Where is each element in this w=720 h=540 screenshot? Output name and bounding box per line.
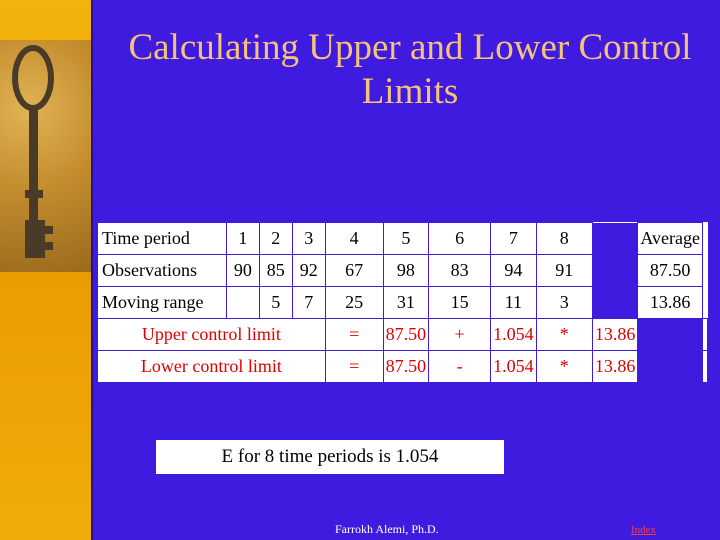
table-cell: 90 <box>225 254 260 287</box>
average-header: Average <box>637 222 703 255</box>
index-link[interactable]: Index <box>631 524 657 536</box>
control-limits-table: Time period 1 2 3 4 5 6 7 8 Average Obse… <box>97 222 708 383</box>
footer-author: Farrokh Alemi, Ph.D. <box>335 522 439 536</box>
table-cell <box>702 350 708 383</box>
table-cell: 13.86 <box>591 350 639 383</box>
table-cell: 1.054 <box>490 350 537 383</box>
row-label: Moving range <box>97 286 227 319</box>
table-cell: 11 <box>490 286 537 319</box>
table-cell: 85 <box>258 254 293 287</box>
table-cell: 92 <box>291 254 326 287</box>
table-row-lower-control-limit: Lower control limit = 87.50 - 1.054 * 13… <box>97 350 708 383</box>
column-gap <box>592 286 638 319</box>
table-cell <box>225 286 260 319</box>
table-cell: 87.50 <box>382 350 430 383</box>
table-cell: 1.054 <box>490 318 537 351</box>
upper-control-limit-label: Upper control limit <box>97 318 326 351</box>
table-cell: 5 <box>258 286 293 319</box>
table-cell: 4 <box>324 222 384 255</box>
lower-control-limit-label: Lower control limit <box>97 350 326 383</box>
e-value-note: E for 8 time periods is 1.054 <box>156 440 504 474</box>
table-cell: 94 <box>490 254 537 287</box>
table-cell: 7 <box>490 222 537 255</box>
column-gap <box>637 350 703 383</box>
table-cell: 1 <box>225 222 260 255</box>
table-cell: 2 <box>258 222 293 255</box>
table-cell: 6 <box>428 222 492 255</box>
table-row-time-period: Time period 1 2 3 4 5 6 7 8 Average <box>97 222 708 255</box>
table-cell: 98 <box>382 254 430 287</box>
left-divider <box>91 0 93 540</box>
slide-title: Calculating Upper and Lower Control Limi… <box>128 27 692 112</box>
antique-key-icon <box>0 40 91 272</box>
column-gap <box>637 318 703 351</box>
table-cell: = <box>324 318 384 351</box>
average-cell: 13.86 <box>637 286 703 319</box>
table-cell <box>702 318 708 351</box>
table-cell: 25 <box>324 286 384 319</box>
table-cell: * <box>535 350 593 383</box>
table-cell: - <box>428 350 492 383</box>
table-cell: 3 <box>535 286 593 319</box>
table-cell: + <box>428 318 492 351</box>
table-cell: 15 <box>428 286 492 319</box>
table-cell: 3 <box>291 222 326 255</box>
table-cell: * <box>535 318 593 351</box>
table-cell: 8 <box>535 222 593 255</box>
row-label: Time period <box>97 222 227 255</box>
table-cell: 13.86 <box>591 318 639 351</box>
table-cell: 87.50 <box>382 318 430 351</box>
table-row-moving-range: Moving range 5 7 25 31 15 11 3 13.86 <box>97 286 708 319</box>
table-cell: 5 <box>382 222 430 255</box>
table-row-observations: Observations 90 85 92 67 98 83 94 91 87.… <box>97 254 708 287</box>
column-gap <box>592 254 638 287</box>
column-gap <box>592 222 638 255</box>
row-label: Observations <box>97 254 227 287</box>
table-cell: = <box>324 350 384 383</box>
table-cell: 67 <box>324 254 384 287</box>
table-cell: 7 <box>291 286 326 319</box>
table-row-upper-control-limit: Upper control limit = 87.50 + 1.054 * 13… <box>97 318 708 351</box>
table-cell: 31 <box>382 286 430 319</box>
table-cell: 83 <box>428 254 492 287</box>
table-cell: 91 <box>535 254 593 287</box>
average-cell: 87.50 <box>637 254 703 287</box>
